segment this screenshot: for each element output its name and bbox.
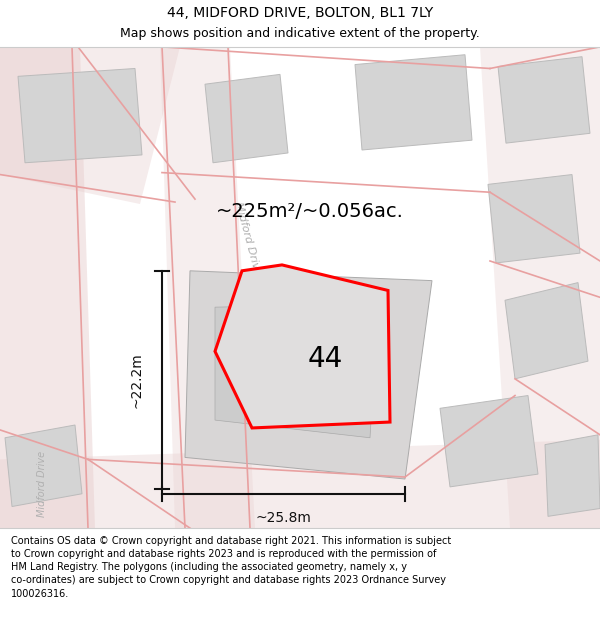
Polygon shape bbox=[545, 435, 600, 516]
Text: Map shows position and indicative extent of the property.: Map shows position and indicative extent… bbox=[120, 28, 480, 40]
Text: ~22.2m: ~22.2m bbox=[130, 352, 144, 408]
Text: 44, MIDFORD DRIVE, BOLTON, BL1 7LY: 44, MIDFORD DRIVE, BOLTON, BL1 7LY bbox=[167, 6, 433, 20]
Polygon shape bbox=[18, 69, 142, 162]
Text: Midford Drive: Midford Drive bbox=[37, 451, 47, 517]
Polygon shape bbox=[0, 47, 180, 204]
Polygon shape bbox=[480, 47, 600, 528]
Polygon shape bbox=[505, 282, 588, 379]
Polygon shape bbox=[185, 271, 432, 479]
Polygon shape bbox=[498, 57, 590, 143]
Polygon shape bbox=[215, 304, 378, 438]
Text: ~25.8m: ~25.8m bbox=[256, 511, 311, 526]
Polygon shape bbox=[488, 174, 580, 263]
Text: Midford Drive: Midford Drive bbox=[233, 201, 263, 276]
Polygon shape bbox=[0, 47, 95, 528]
Text: 44: 44 bbox=[307, 345, 343, 373]
Polygon shape bbox=[5, 425, 82, 506]
Polygon shape bbox=[0, 440, 600, 528]
Polygon shape bbox=[355, 55, 472, 150]
Polygon shape bbox=[440, 396, 538, 487]
Text: Contains OS data © Crown copyright and database right 2021. This information is : Contains OS data © Crown copyright and d… bbox=[11, 536, 451, 599]
Polygon shape bbox=[215, 265, 390, 428]
Text: ~225m²/~0.056ac.: ~225m²/~0.056ac. bbox=[216, 202, 404, 221]
Polygon shape bbox=[160, 47, 255, 528]
Polygon shape bbox=[205, 74, 288, 162]
